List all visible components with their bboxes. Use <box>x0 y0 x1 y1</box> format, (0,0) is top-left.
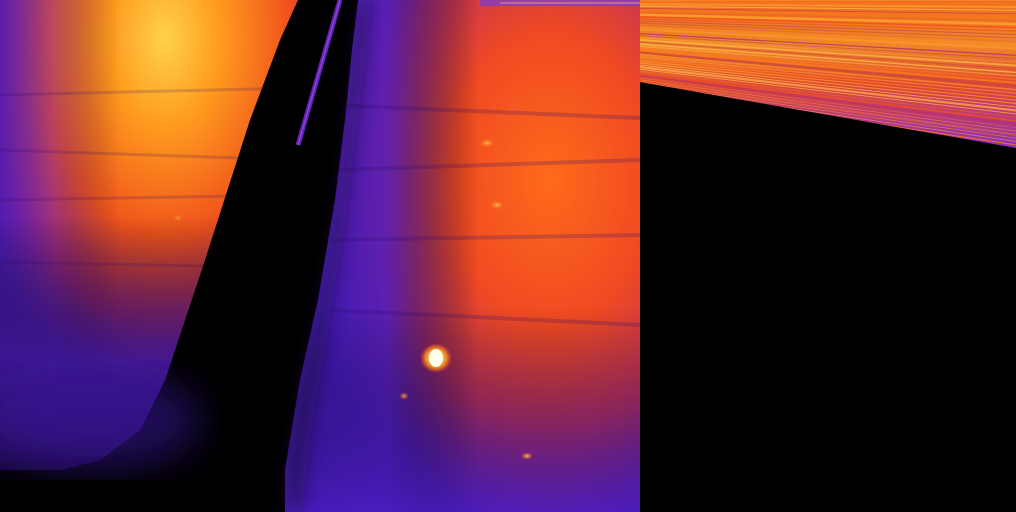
streak-line <box>640 49 1016 84</box>
thermal-camera-frame <box>0 0 640 512</box>
streak-line <box>640 68 1016 115</box>
streak-line <box>640 30 1016 53</box>
hot-spots <box>173 138 533 460</box>
streak-line <box>640 9 1016 19</box>
streak-line <box>640 43 1016 74</box>
streak-line <box>640 56 1016 94</box>
streak-line <box>640 22 1016 39</box>
streak-line <box>640 79 1016 132</box>
streak-line <box>640 72 1016 122</box>
streak-graphic <box>640 0 1016 512</box>
streak-line <box>640 20 1016 36</box>
streak-line <box>640 3 1016 8</box>
streak-line <box>640 8 1016 15</box>
streak-line <box>640 5 1016 11</box>
streak-line <box>640 80 1016 136</box>
streak-line <box>640 26 1016 46</box>
streak-line <box>640 1 1016 5</box>
streak-line <box>640 28 1016 50</box>
streak-line <box>640 70 1016 118</box>
streak-line <box>640 32 1016 56</box>
streak-artifact-panel <box>640 0 1016 512</box>
streak-line <box>640 51 1016 88</box>
streak-line <box>640 64 1016 108</box>
streak-line <box>640 60 1016 101</box>
streak-line <box>640 77 1016 129</box>
streak-line <box>640 45 1016 77</box>
streak-line <box>640 13 1016 26</box>
streak-line <box>640 58 1016 98</box>
streak-line <box>640 24 1016 43</box>
streak-line <box>640 66 1016 112</box>
streak-line <box>640 11 1016 22</box>
streak-line <box>640 62 1016 105</box>
streak-line <box>640 74 1016 126</box>
streak-line <box>640 38 1016 67</box>
streak-line <box>640 47 1016 81</box>
streak-line <box>640 37 1016 63</box>
streak-line <box>640 16 1016 29</box>
streak-line <box>640 18 1016 32</box>
streak-line <box>640 53 1016 91</box>
streak-line <box>640 41 1016 70</box>
streak-line <box>640 35 1016 60</box>
thermal-scene-graphic <box>0 0 640 512</box>
